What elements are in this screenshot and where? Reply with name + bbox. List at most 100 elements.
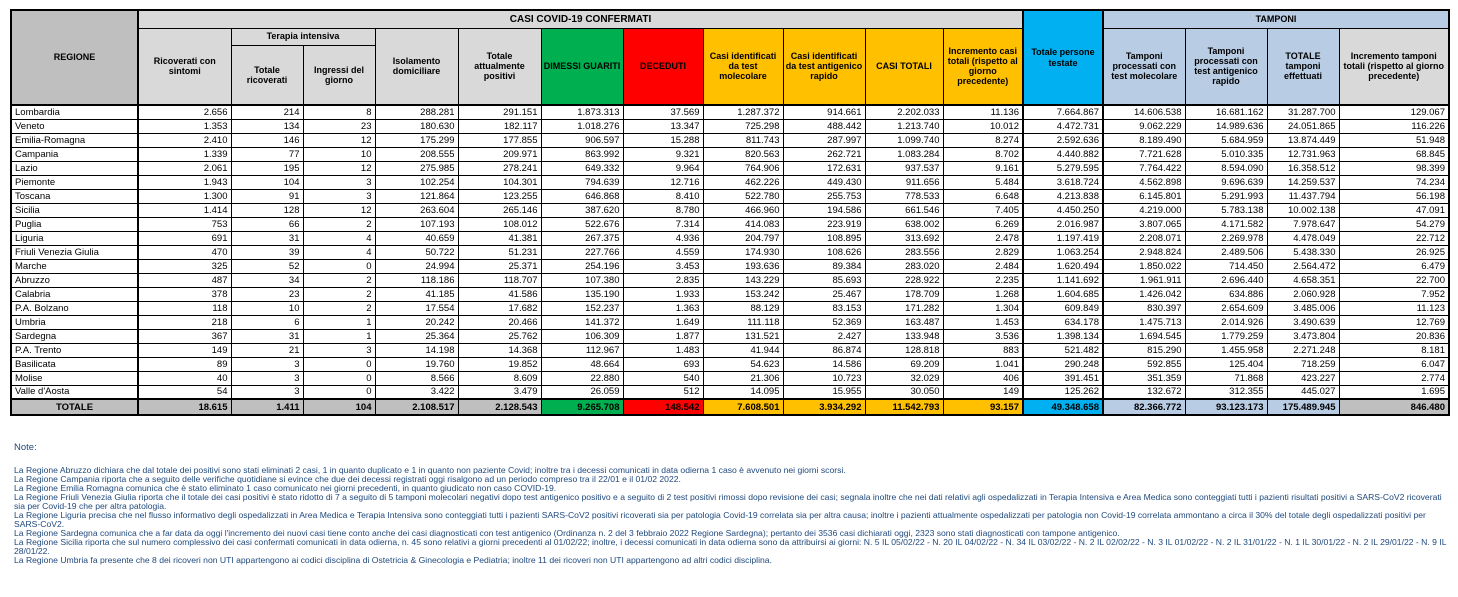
value-cell: 0 <box>302 384 376 400</box>
value-cell: 163.487 <box>864 314 944 330</box>
value-cell: 209.971 <box>457 146 542 162</box>
value-cell: 3.618.724 <box>1022 174 1104 190</box>
note-umbria: La Regione Umbria fa presente che 8 dei … <box>14 555 772 565</box>
value-cell: 522.780 <box>702 188 784 204</box>
value-cell: 31 <box>230 230 304 246</box>
value-cell: 153.242 <box>702 286 784 302</box>
value-cell: 3.490.639 <box>1266 314 1340 330</box>
value-cell: 141.372 <box>540 314 624 330</box>
value-cell: 325 <box>137 258 232 274</box>
value-cell: 26.059 <box>540 384 624 400</box>
value-cell: 1.099.740 <box>864 132 944 148</box>
value-cell: 7.952 <box>1338 286 1450 302</box>
value-cell: 107.193 <box>374 216 459 232</box>
value-cell: 223.919 <box>782 216 866 232</box>
value-cell: 51.948 <box>1338 132 1450 148</box>
value-cell: 4 <box>302 244 376 260</box>
value-cell: 406 <box>942 370 1024 386</box>
value-cell: 2.061 <box>137 160 232 176</box>
value-cell: 195 <box>230 160 304 176</box>
value-cell: 9.265.708 <box>540 398 624 416</box>
value-cell: 9.964 <box>622 160 704 176</box>
value-cell: 378 <box>137 286 232 302</box>
value-cell: 2.128.543 <box>457 398 542 416</box>
value-cell: 3.453 <box>622 258 704 274</box>
value-cell: 15.955 <box>782 384 866 400</box>
value-cell: 3 <box>302 174 376 190</box>
value-cell: 132.672 <box>1102 384 1186 400</box>
value-cell: 7.721.628 <box>1102 146 1186 162</box>
header-totale-persone-testate: Totale persone testate <box>1022 9 1104 106</box>
value-cell: 1.604.685 <box>1022 286 1104 302</box>
total-row: TOTALE 18.615 1.411 104 2.108.517 2.128.543 9.… <box>10 398 1450 416</box>
value-cell: 3.479 <box>457 384 542 400</box>
value-cell: 634.178 <box>1022 314 1104 330</box>
header-regione: REGIONE <box>10 9 139 106</box>
value-cell: 41.381 <box>457 230 542 246</box>
header-totale-tamponi: TOTALE tamponi effettuati <box>1266 27 1340 106</box>
value-cell: 177.855 <box>457 132 542 148</box>
value-cell: 193.636 <box>702 258 784 274</box>
value-cell: 4.440.882 <box>1022 146 1104 162</box>
value-cell: 592.855 <box>1102 356 1186 372</box>
value-cell: 50.722 <box>374 244 459 260</box>
value-cell: 1.933 <box>622 286 704 302</box>
value-cell: 123.255 <box>457 188 542 204</box>
value-cell: 66 <box>230 216 304 232</box>
header-totale-attualmente-positivi: Totale attualmente positivi <box>457 27 542 106</box>
value-cell: 2.948.824 <box>1102 244 1186 260</box>
value-cell: 3.934.292 <box>782 398 866 416</box>
value-cell: 8 <box>302 104 376 120</box>
value-cell: 2.108.517 <box>374 398 459 416</box>
value-cell: 9.321 <box>622 146 704 162</box>
table-row: Campania 1.339 77 10 208.555 209.971 863.992 9.… <box>10 146 1450 162</box>
value-cell: 1.475.713 <box>1102 314 1186 330</box>
value-cell: 6.269 <box>942 216 1024 232</box>
header-terapia-intensiva: Terapia intensiva <box>230 27 376 46</box>
region-name-cell: Valle d'Aosta <box>10 384 139 400</box>
value-cell: 313.692 <box>864 230 944 246</box>
value-cell: 111.118 <box>702 314 784 330</box>
value-cell: 846.480 <box>1338 398 1450 416</box>
value-cell: 104.301 <box>457 174 542 190</box>
header-casi-test-molecolare: Casi identificati da test molecolare <box>702 27 784 106</box>
value-cell: 12 <box>302 132 376 148</box>
value-cell: 54.623 <box>702 356 784 372</box>
value-cell: 102.254 <box>374 174 459 190</box>
value-cell: 0 <box>302 356 376 372</box>
region-name-cell: P.A. Bolzano <box>10 300 139 316</box>
value-cell: 3 <box>302 342 376 358</box>
value-cell: 830.397 <box>1102 300 1186 316</box>
value-cell: 30.050 <box>864 384 944 400</box>
value-cell: 540 <box>622 370 704 386</box>
value-cell: 108.626 <box>782 244 866 260</box>
value-cell: 2 <box>302 300 376 316</box>
value-cell: 41.185 <box>374 286 459 302</box>
value-cell: 14.259.537 <box>1266 174 1340 190</box>
value-cell: 1 <box>302 328 376 344</box>
value-cell: 54.279 <box>1338 216 1450 232</box>
value-cell: 13.874.449 <box>1266 132 1340 148</box>
value-cell: 1.620.494 <box>1022 258 1104 274</box>
value-cell: 7.405 <box>942 202 1024 218</box>
value-cell: 125.404 <box>1184 356 1268 372</box>
value-cell: 7.314 <box>622 216 704 232</box>
table-row: Friuli Venezia Giulia 470 39 4 50.722 51.231 2… <box>10 244 1450 260</box>
total-label-cell: TOTALE <box>10 398 139 416</box>
value-cell: 2.016.987 <box>1022 216 1104 232</box>
value-cell: 367 <box>137 328 232 344</box>
value-cell: 2.478 <box>942 230 1024 246</box>
value-cell: 77 <box>230 146 304 162</box>
value-cell: 22.880 <box>540 370 624 386</box>
value-cell: 1.426.042 <box>1102 286 1186 302</box>
value-cell: 152.237 <box>540 300 624 316</box>
value-cell: 2.269.978 <box>1184 230 1268 246</box>
value-cell: 26.925 <box>1338 244 1450 260</box>
value-cell: 71.868 <box>1184 370 1268 386</box>
value-cell: 10 <box>302 146 376 162</box>
value-cell: 56.198 <box>1338 188 1450 204</box>
table-row: Puglia 753 66 2 107.193 108.012 522.676 7.314 41… <box>10 216 1450 232</box>
value-cell: 4.472.731 <box>1022 118 1104 134</box>
value-cell: 6.047 <box>1338 356 1450 372</box>
value-cell: 174.930 <box>702 244 784 260</box>
